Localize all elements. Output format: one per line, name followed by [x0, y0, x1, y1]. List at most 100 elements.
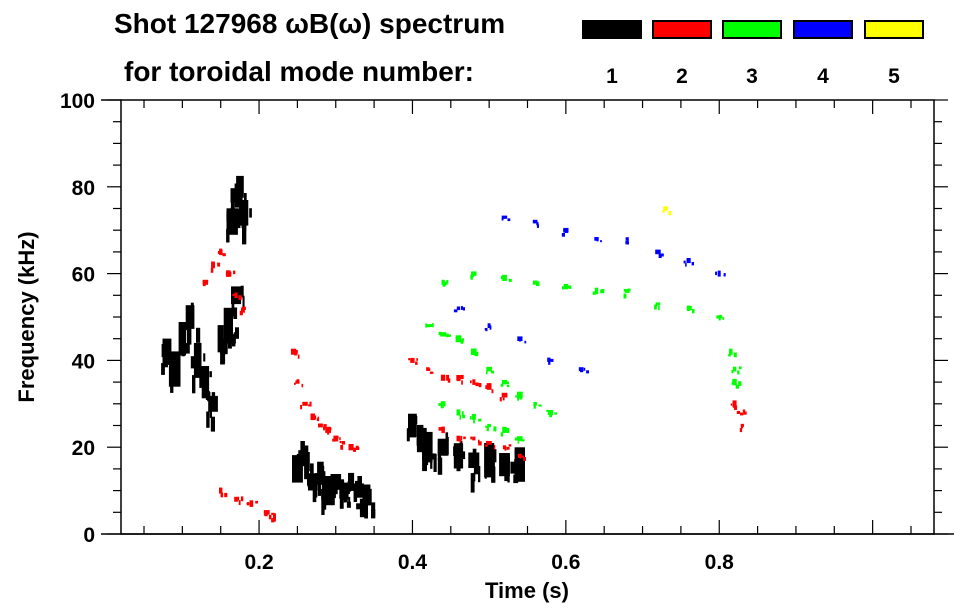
data-point: [302, 401, 308, 406]
data-fragment: [408, 358, 411, 361]
data-fragment: [735, 384, 740, 389]
data-fragment: [406, 428, 410, 442]
data-fragment: [371, 502, 376, 517]
data-fragment: [233, 270, 236, 275]
data-fragment: [453, 309, 458, 313]
data-fragment: [167, 343, 171, 352]
data-fragment: [333, 485, 336, 499]
data-fragment: [459, 415, 462, 420]
data-fragment: [312, 482, 317, 503]
data-point: [348, 444, 354, 451]
data-fragment: [518, 339, 522, 342]
data-fragment: [524, 340, 527, 344]
data-fragment: [601, 288, 605, 294]
data-fragment: [339, 437, 341, 441]
data-fragment: [217, 262, 221, 267]
data-fragment: [485, 425, 489, 428]
data-fragment: [533, 221, 537, 224]
data-fragment: [715, 271, 717, 276]
series-mode-2: [219, 487, 276, 523]
data-point: [624, 289, 630, 293]
data-fragment: [508, 444, 512, 447]
series-mode-2: [438, 426, 526, 461]
data-fragment: [502, 397, 505, 401]
data-fragment: [457, 336, 460, 340]
data-point: [440, 374, 446, 381]
data-fragment: [271, 518, 275, 523]
data-fragment: [462, 338, 464, 343]
data-fragment: [683, 260, 686, 264]
data-fragment: [310, 463, 314, 483]
data-fragment: [312, 415, 317, 420]
data-fragment: [297, 354, 300, 359]
data-point: [425, 324, 430, 328]
data-fragment: [228, 271, 232, 277]
data-fragment: [472, 274, 475, 278]
data-point: [456, 435, 461, 442]
data-fragment: [513, 474, 519, 484]
data-fragment: [309, 401, 312, 405]
data-fragment: [499, 397, 502, 402]
data-point: [563, 283, 569, 290]
data-fragment: [161, 363, 165, 375]
data-fragment: [332, 438, 336, 442]
data-point: [736, 410, 741, 414]
data-point: [625, 237, 629, 241]
data-fragment: [444, 282, 448, 285]
data-point: [578, 367, 584, 372]
data-point: [310, 413, 315, 421]
data-fragment: [237, 181, 242, 196]
data-fragment: [300, 441, 305, 461]
data-fragment: [739, 427, 743, 433]
data-fragment: [446, 333, 449, 338]
data-fragment: [627, 288, 631, 292]
y-tick-label: 100: [60, 90, 95, 113]
series-mode-2: [202, 248, 246, 316]
data-fragment: [446, 378, 450, 381]
data-fragment: [184, 343, 190, 354]
data-fragment: [207, 390, 210, 402]
data-point: [487, 323, 491, 328]
data-fragment: [327, 430, 330, 435]
data-fragment: [227, 340, 232, 349]
data-point: [437, 438, 449, 456]
data-fragment: [462, 414, 466, 419]
data-fragment: [240, 496, 244, 502]
data-fragment: [728, 354, 731, 357]
data-fragment: [470, 473, 475, 493]
series-mode-3: [438, 401, 525, 444]
series-mode-3: [425, 323, 557, 418]
data-point: [594, 287, 599, 295]
data-fragment: [296, 379, 300, 384]
data-fragment: [416, 438, 419, 446]
data-fragment: [422, 451, 427, 472]
data-fragment: [517, 441, 520, 444]
data-point: [456, 409, 461, 416]
data-fragment: [484, 467, 487, 479]
legend-swatch-3: [722, 20, 782, 39]
data-fragment: [533, 402, 537, 407]
data-fragment: [339, 441, 342, 444]
data-point: [732, 366, 737, 372]
data-fragment: [327, 426, 330, 432]
legend-swatch-5: [864, 20, 924, 39]
x-axis-title: Time (s): [485, 578, 569, 603]
data-fragment: [239, 310, 243, 316]
data-fragment: [489, 325, 492, 330]
data-fragment: [224, 492, 228, 498]
data-point: [484, 443, 495, 478]
data-fragment: [355, 480, 359, 491]
data-fragment: [170, 383, 174, 393]
data-fragment: [623, 293, 627, 299]
data-fragment: [486, 440, 490, 444]
data-fragment: [691, 262, 694, 266]
data-fragment: [175, 364, 178, 381]
data-fragment: [627, 241, 629, 245]
y-axis-title: Frequency (kHz): [14, 231, 39, 402]
data-fragment: [533, 280, 537, 284]
data-point: [655, 302, 661, 306]
legend-label-4: 4: [817, 65, 829, 88]
data-point: [423, 431, 433, 463]
data-fragment: [424, 433, 429, 444]
data-fragment: [323, 427, 325, 431]
